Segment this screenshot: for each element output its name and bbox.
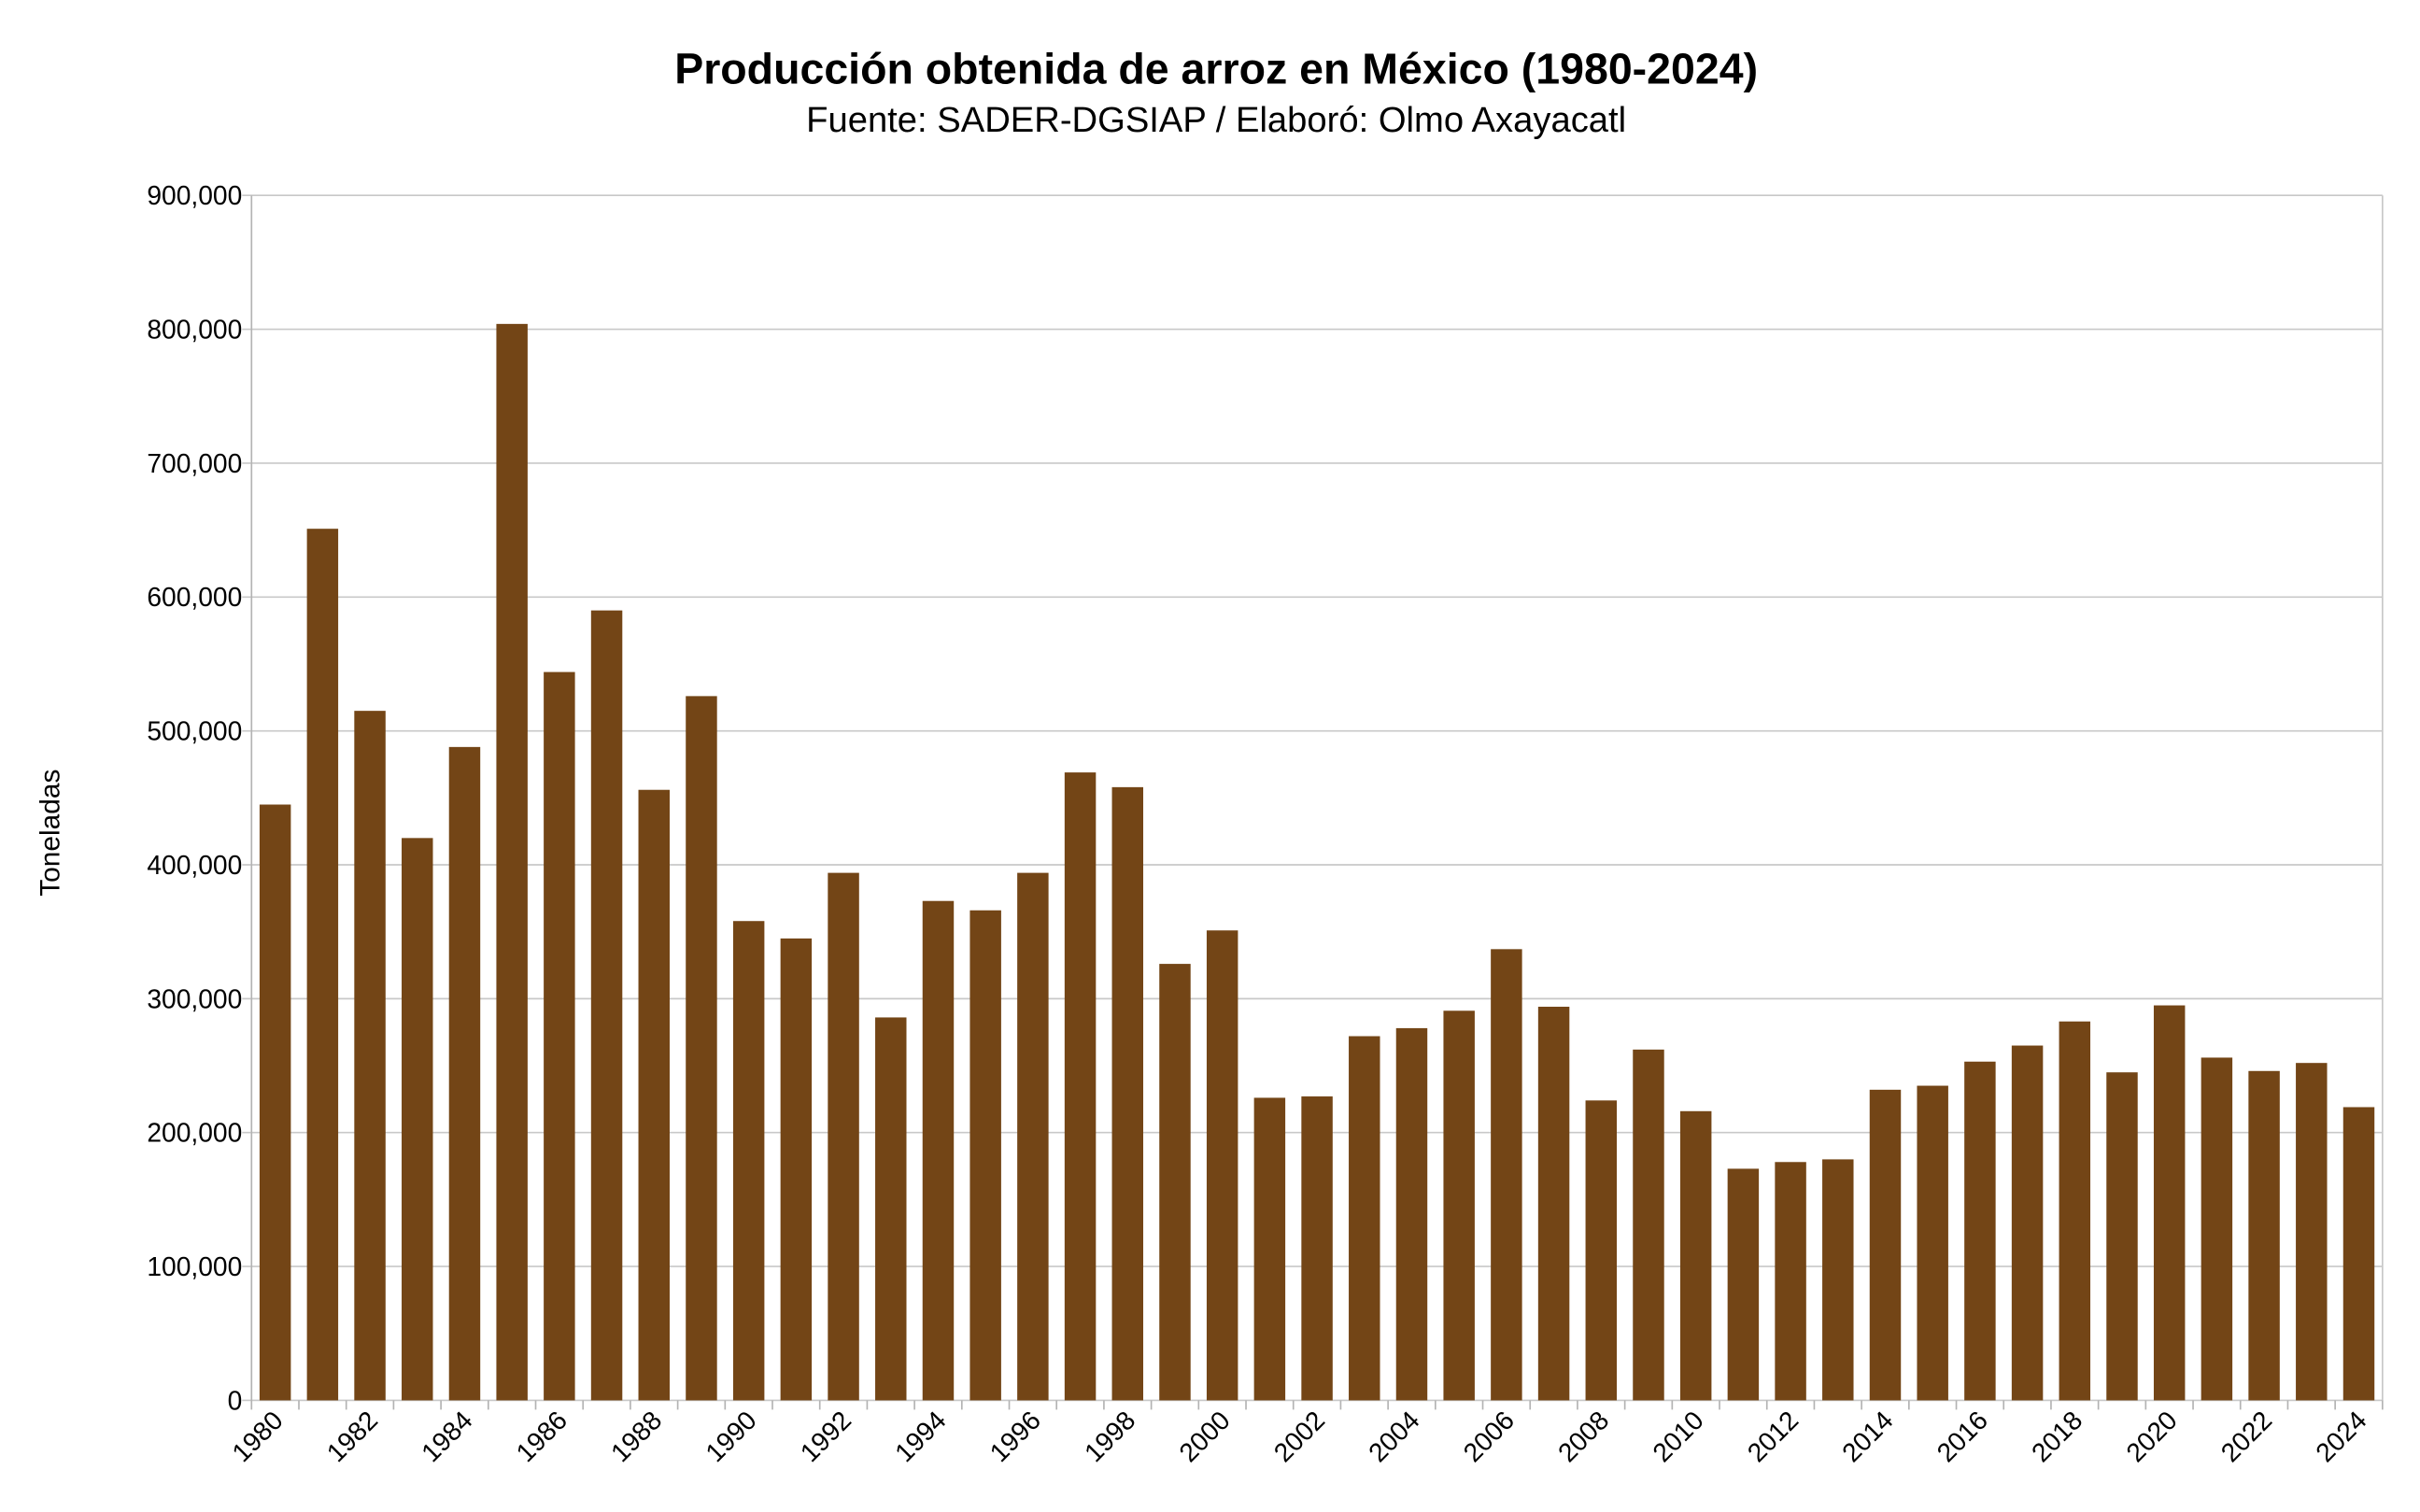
x-tick-label: 1990 (700, 1405, 762, 1467)
y-tick-label: 600,000 (147, 582, 242, 612)
x-tick-label: 2014 (1836, 1405, 1899, 1467)
bar-1985 (496, 323, 528, 1401)
bar-1984 (448, 746, 481, 1401)
bar-1989 (686, 696, 717, 1401)
x-tick-label: 2016 (1931, 1405, 1993, 1467)
bar-2002 (1301, 1096, 1333, 1401)
bar-1982 (354, 711, 386, 1401)
x-tick-label: 1986 (510, 1405, 573, 1467)
bar-2005 (1443, 1010, 1475, 1401)
bar-2008 (1585, 1100, 1618, 1401)
bar-1983 (402, 838, 433, 1401)
bar-2018 (2059, 1021, 2091, 1401)
x-tick-label: 2022 (2215, 1405, 2277, 1467)
bar-2020 (2153, 1005, 2186, 1401)
bar-2015 (1917, 1085, 1948, 1401)
bar-2011 (1727, 1168, 1760, 1401)
bar-2023 (2296, 1063, 2328, 1401)
x-tick-label: 1994 (889, 1405, 952, 1467)
bar-2016 (1964, 1061, 1996, 1401)
bar-2013 (1822, 1159, 1854, 1401)
x-tick-label: 2020 (2120, 1405, 2183, 1467)
x-tick-label: 1996 (984, 1405, 1046, 1467)
y-tick-label: 400,000 (147, 850, 242, 880)
y-tick-label: 300,000 (147, 983, 242, 1013)
bar-1981 (306, 529, 339, 1401)
x-tick-label: 2004 (1363, 1405, 1425, 1467)
bar-1986 (544, 671, 575, 1401)
chart-subtitle: Fuente: SADER-DGSIAP / Elaboró: Olmo Axa… (806, 100, 1626, 140)
x-tick-label: 2010 (1647, 1405, 1709, 1467)
bar-1990 (732, 921, 765, 1401)
x-tick-label: 2024 (2310, 1405, 2372, 1467)
bar-1991 (780, 938, 813, 1401)
bar-1998 (1111, 786, 1144, 1401)
y-tick-label: 0 (228, 1385, 243, 1415)
bar-2003 (1349, 1036, 1380, 1401)
bar-2009 (1633, 1049, 1664, 1401)
bar-2012 (1775, 1162, 1806, 1401)
x-tick-label: 2002 (1267, 1405, 1330, 1467)
chart-title: Producción obtenida de arroz en México (… (674, 45, 1758, 93)
bar-1992 (828, 872, 859, 1401)
y-tick-label: 500,000 (147, 716, 242, 746)
y-tick-label: 200,000 (147, 1118, 242, 1148)
x-tick-label: 2018 (2025, 1405, 2087, 1467)
bar-2006 (1491, 949, 1522, 1401)
bar-2000 (1206, 930, 1238, 1401)
bar-2024 (2342, 1107, 2375, 1401)
x-tick-label: 1988 (604, 1405, 667, 1467)
bar-2019 (2106, 1072, 2138, 1401)
x-tick-label: 2012 (1741, 1405, 1804, 1467)
y-tick-label: 100,000 (147, 1251, 242, 1281)
bar-2021 (2201, 1057, 2233, 1401)
bar-1995 (969, 910, 1001, 1401)
bar-1997 (1064, 772, 1097, 1401)
x-tick-label: 1984 (416, 1405, 478, 1467)
x-tick-label: 2000 (1173, 1405, 1236, 1467)
bar-2010 (1679, 1110, 1712, 1401)
y-tick-label: 800,000 (147, 315, 242, 345)
bar-1999 (1159, 964, 1191, 1401)
bar-1993 (875, 1017, 907, 1401)
x-tick-label: 2008 (1551, 1405, 1614, 1467)
bar-2017 (2011, 1045, 2044, 1401)
x-tick-label: 2006 (1457, 1405, 1520, 1467)
bar-2001 (1253, 1097, 1286, 1401)
bar-2007 (1537, 1006, 1570, 1401)
bar-2004 (1395, 1027, 1428, 1401)
y-tick-label: 700,000 (147, 448, 242, 478)
y-tick-label: 900,000 (147, 180, 242, 210)
x-tick-label: 1992 (794, 1405, 856, 1467)
bar-1996 (1017, 872, 1049, 1401)
bar-1987 (590, 610, 623, 1401)
bar-1994 (922, 900, 955, 1401)
x-tick-label: 1998 (1078, 1405, 1140, 1467)
y-axis-label: Toneladas (35, 770, 65, 897)
x-tick-label: 1982 (320, 1405, 383, 1467)
bar-2014 (1869, 1089, 1902, 1401)
bar-2022 (2248, 1070, 2280, 1401)
bar-1980 (259, 804, 291, 1401)
bar-1988 (638, 789, 670, 1401)
